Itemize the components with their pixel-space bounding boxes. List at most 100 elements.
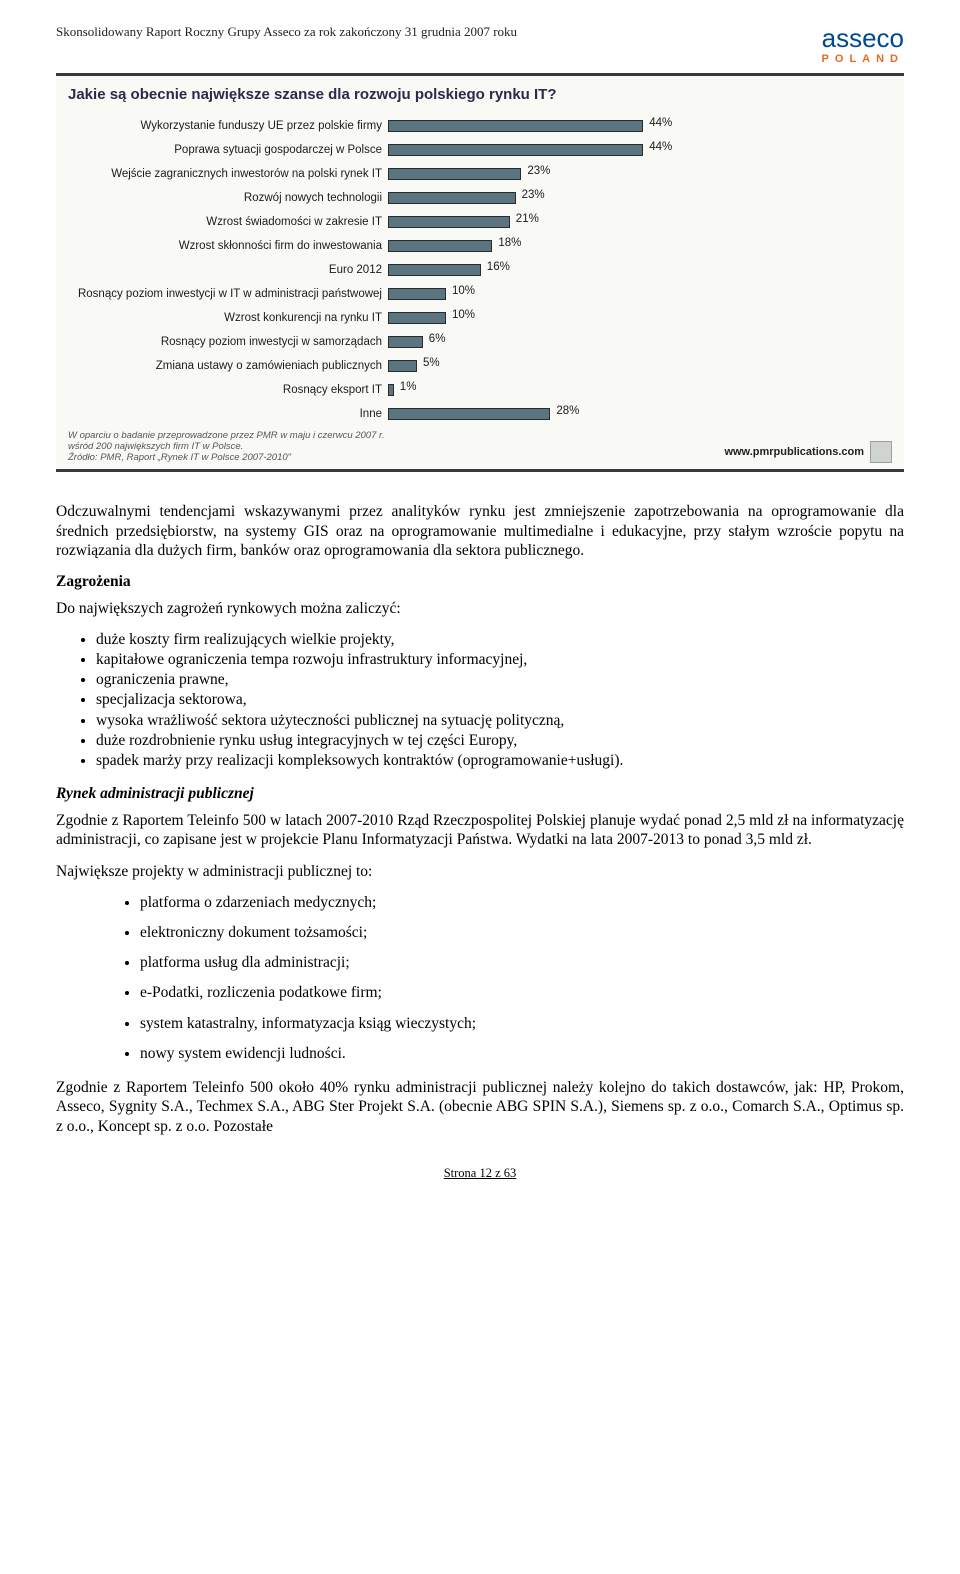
publication-icon: [870, 441, 892, 463]
chart-value-label: 1%: [400, 381, 417, 393]
chart-bar: [388, 264, 481, 276]
chart-bar: [388, 312, 446, 324]
list-item: duże koszty firm realizujących wielkie p…: [96, 630, 904, 650]
chart-value-label: 16%: [487, 261, 510, 273]
chart-category-label: Wzrost konkurencji na rynku IT: [68, 312, 388, 324]
chart-bar-wrap: 21%: [388, 215, 892, 229]
chart-row: Euro 201216%: [68, 259, 892, 281]
list-item: platforma usług dla administracji;: [140, 953, 904, 973]
threats-list: duże koszty firm realizujących wielkie p…: [56, 630, 904, 771]
chart-row: Wzrost konkurencji na rynku IT 10%: [68, 307, 892, 329]
chart-bar-wrap: 6%: [388, 335, 892, 349]
paragraph: Zgodnie z Raportem Teleinfo 500 w latach…: [56, 811, 904, 850]
chart-bar-wrap: 18%: [388, 239, 892, 253]
list-item: duże rozdrobnienie rynku usług integracy…: [96, 731, 904, 751]
chart-bar-wrap: 10%: [388, 287, 892, 301]
chart-value-label: 23%: [522, 189, 545, 201]
chart-bar: [388, 408, 550, 420]
chart-category-label: Wzrost skłonności firm do inwestowania: [68, 240, 388, 252]
chart-bar: [388, 360, 417, 372]
chart-bar-wrap: 1%: [388, 383, 892, 397]
chart-category-label: Zmiana ustawy o zamówieniach publicznych: [68, 360, 388, 372]
chart-bar: [388, 192, 516, 204]
company-logo: asseco POLAND: [822, 24, 904, 65]
list-item: ograniczenia prawne,: [96, 670, 904, 690]
chart-row: Rosnący poziom inwestycji w IT w adminis…: [68, 283, 892, 305]
chart-category-label: Rozwój nowych technologii: [68, 192, 388, 204]
chart-bar-wrap: 16%: [388, 263, 892, 277]
chart-footnote: W oparciu o badanie przeprowadzone przez…: [68, 431, 384, 464]
list-item: nowy system ewidencji ludności.: [140, 1044, 904, 1064]
chart-bar-wrap: 23%: [388, 167, 892, 181]
chart-value-label: 23%: [527, 165, 550, 177]
admin-projects-list: platforma o zdarzeniach medycznych; elekt…: [56, 893, 904, 1064]
chart-value-label: 18%: [498, 237, 521, 249]
chart-bar: [388, 336, 423, 348]
chart-category-label: Rosnący poziom inwestycji w IT w adminis…: [68, 288, 388, 300]
chart-title: Jakie są obecnie największe szanse dla r…: [68, 86, 892, 103]
chart-value-label: 44%: [649, 117, 672, 129]
opportunities-chart: Jakie są obecnie największe szanse dla r…: [56, 73, 904, 473]
page-number: Strona 12 z 63: [56, 1166, 904, 1181]
chart-bar: [388, 240, 492, 252]
threats-intro: Do największych zagrożeń rynkowych można…: [56, 599, 904, 618]
chart-bar: [388, 216, 510, 228]
logo-main-text: asseco: [822, 24, 904, 53]
list-item: specjalizacja sektorowa,: [96, 690, 904, 710]
header-title: Skonsolidowany Raport Roczny Grupy Assec…: [56, 24, 517, 40]
footnote-line: wśród 200 największych firm IT w Polsce.: [68, 442, 384, 453]
chart-value-label: 28%: [556, 405, 579, 417]
paragraph: Odczuwalnymi tendencjami wskazywanymi pr…: [56, 502, 904, 560]
paragraph: Zgodnie z Raportem Teleinfo 500 około 40…: [56, 1078, 904, 1136]
chart-value-label: 44%: [649, 141, 672, 153]
chart-row: Rozwój nowych technologii 23%: [68, 187, 892, 209]
chart-bar-wrap: 44%: [388, 143, 892, 157]
list-item: wysoka wrażliwość sektora użyteczności p…: [96, 711, 904, 731]
chart-bar: [388, 144, 643, 156]
footnote-line: Źródło: PMR, Raport „Rynek IT w Polsce 2…: [68, 453, 384, 464]
chart-row: Wzrost skłonności firm do inwestowania 18…: [68, 235, 892, 257]
chart-row: Wykorzystanie funduszy UE przez polskie …: [68, 115, 892, 137]
admin-heading: Rynek administracji publicznej: [56, 785, 904, 803]
chart-category-label: Wykorzystanie funduszy UE przez polskie …: [68, 120, 388, 132]
chart-bar: [388, 288, 446, 300]
list-item: elektroniczny dokument tożsamości;: [140, 923, 904, 943]
chart-bar-wrap: 5%: [388, 359, 892, 373]
chart-row: Rosnący eksport IT 1%: [68, 379, 892, 401]
chart-bar: [388, 120, 643, 132]
body-text: Odczuwalnymi tendencjami wskazywanymi pr…: [56, 502, 904, 1136]
chart-bar-wrap: 44%: [388, 119, 892, 133]
chart-value-label: 10%: [452, 309, 475, 321]
chart-row: Wzrost świadomości w zakresie IT21%: [68, 211, 892, 233]
chart-row: Zmiana ustawy o zamówieniach publicznych…: [68, 355, 892, 377]
chart-category-label: Rosnący eksport IT: [68, 384, 388, 396]
list-item: system katastralny, informatyzacja ksiąg…: [140, 1014, 904, 1034]
chart-row: Rosnący poziom inwestycji w samorządach6…: [68, 331, 892, 353]
chart-value-label: 5%: [423, 357, 440, 369]
publication-url: www.pmrpublications.com: [724, 446, 864, 458]
chart-body: Wykorzystanie funduszy UE przez polskie …: [68, 115, 892, 425]
chart-category-label: Rosnący poziom inwestycji w samorządach: [68, 336, 388, 348]
list-item: spadek marży przy realizacji kompleksowy…: [96, 751, 904, 771]
chart-bar-wrap: 23%: [388, 191, 892, 205]
logo-sub-text: POLAND: [822, 53, 904, 65]
chart-row: Wejście zagranicznych inwestorów na pols…: [68, 163, 892, 185]
chart-footer: W oparciu o badanie przeprowadzone przez…: [68, 431, 892, 464]
chart-bar: [388, 168, 521, 180]
chart-category-label: Wzrost świadomości w zakresie IT: [68, 216, 388, 228]
chart-bar-wrap: 10%: [388, 311, 892, 325]
document-page: Skonsolidowany Raport Roczny Grupy Assec…: [0, 0, 960, 1211]
threats-heading: Zagrożenia: [56, 573, 904, 591]
page-header: Skonsolidowany Raport Roczny Grupy Assec…: [56, 24, 904, 65]
chart-value-label: 10%: [452, 285, 475, 297]
paragraph: Największe projekty w administracji publ…: [56, 862, 904, 881]
list-item: kapitałowe ograniczenia tempa rozwoju in…: [96, 650, 904, 670]
chart-category-label: Inne: [68, 408, 388, 420]
footnote-line: W oparciu o badanie przeprowadzone przez…: [68, 431, 384, 442]
chart-category-label: Wejście zagranicznych inwestorów na pols…: [68, 168, 388, 180]
chart-bar: [388, 384, 394, 396]
list-item: e-Podatki, rozliczenia podatkowe firm;: [140, 983, 904, 1003]
chart-bar-wrap: 28%: [388, 407, 892, 421]
list-item: platforma o zdarzeniach medycznych;: [140, 893, 904, 913]
chart-row: Inne 28%: [68, 403, 892, 425]
